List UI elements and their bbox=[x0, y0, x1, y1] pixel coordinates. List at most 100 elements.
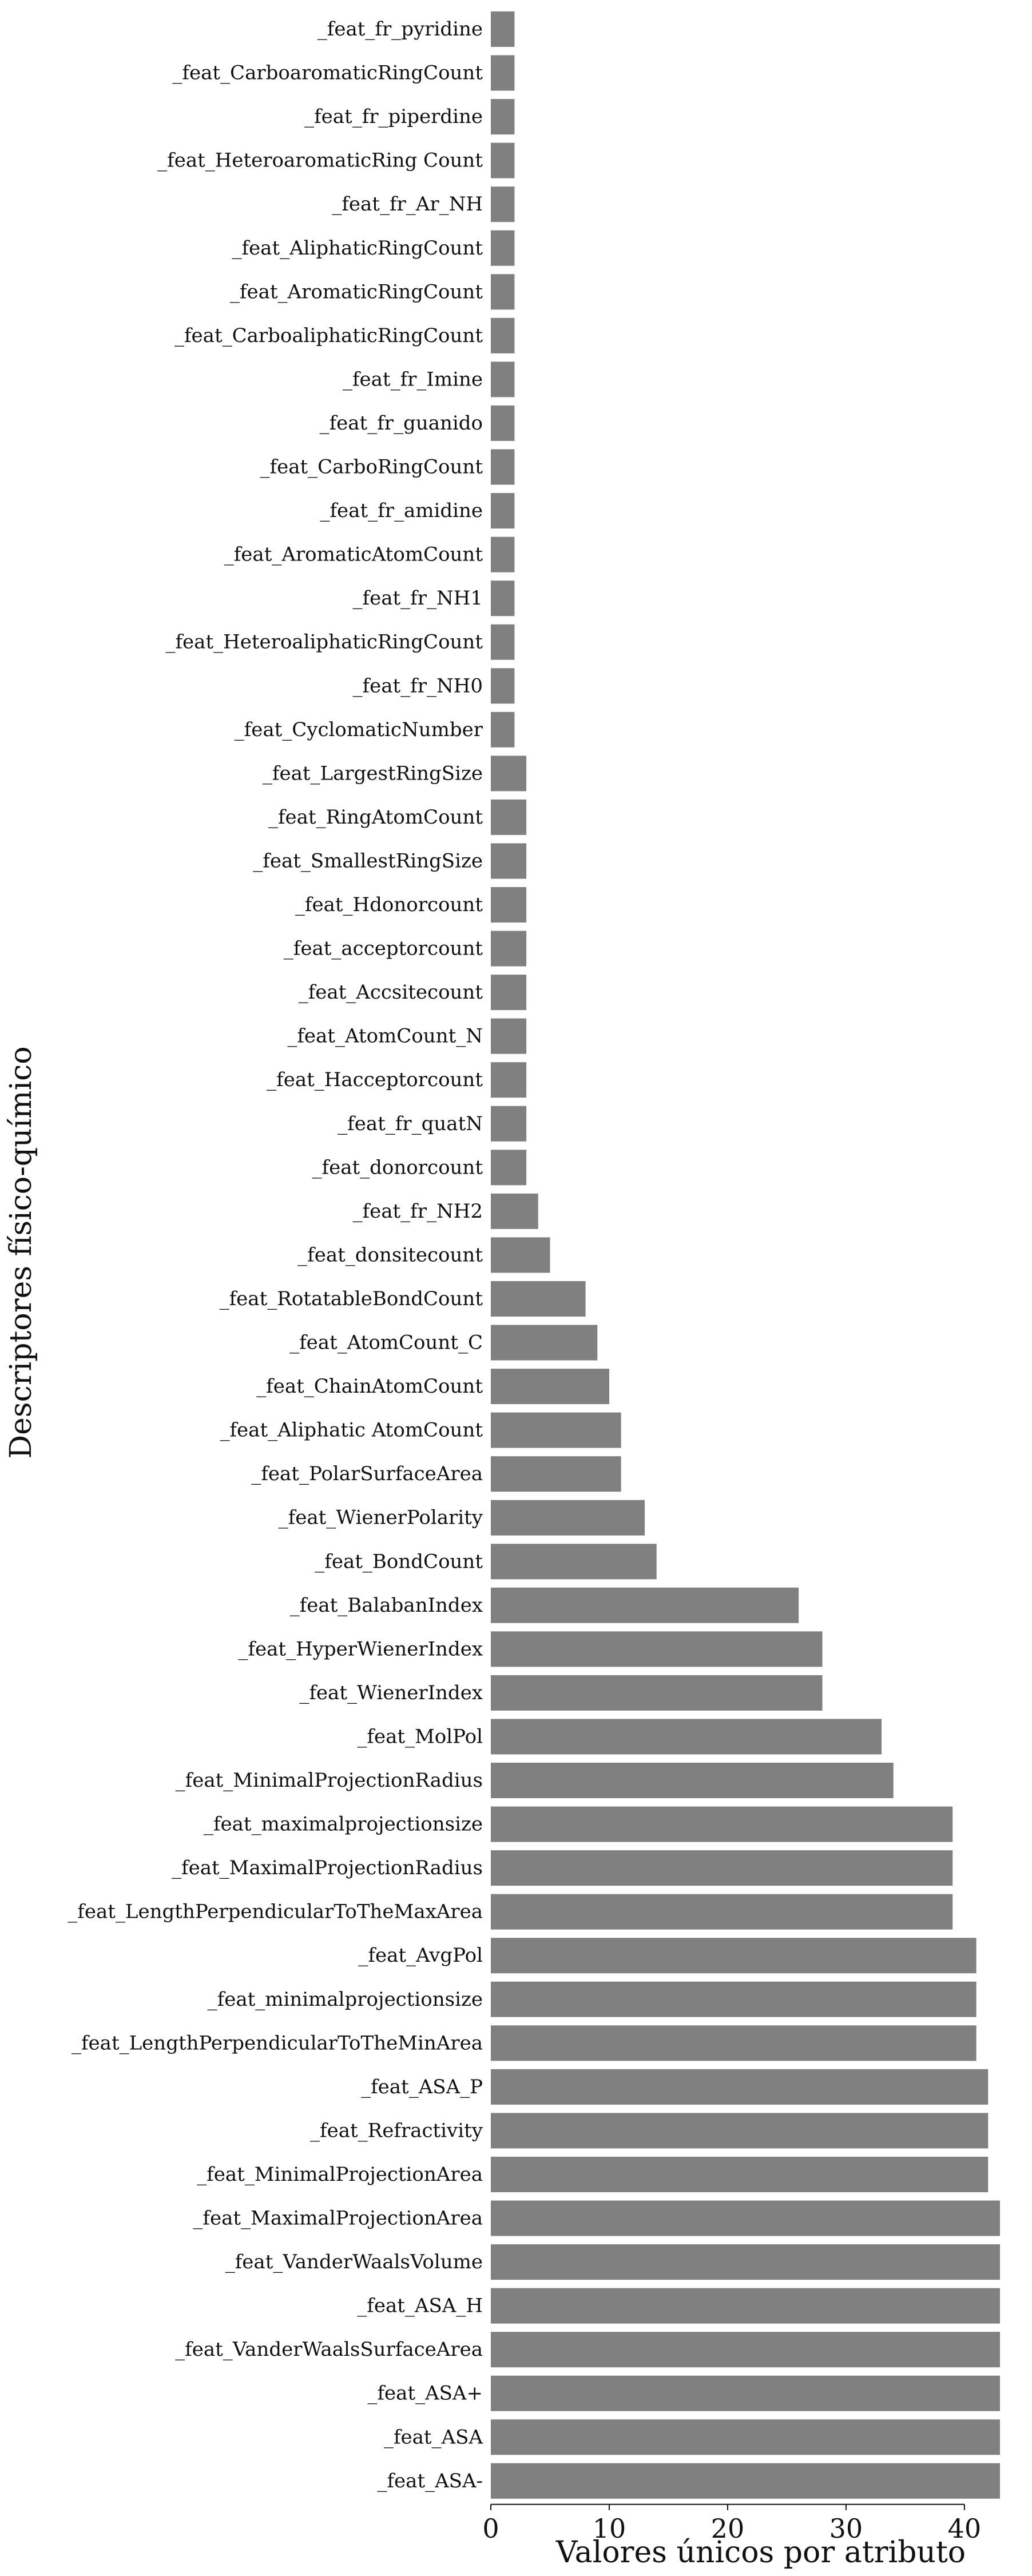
bar bbox=[491, 1981, 977, 2017]
bar bbox=[491, 2069, 989, 2105]
category-label: _feat_MaximalProjectionRadius bbox=[172, 1857, 483, 1879]
category-label: _feat_CarboaromaticRingCount bbox=[172, 62, 483, 85]
bar bbox=[491, 2156, 989, 2192]
category-label: _feat_ASA_P bbox=[361, 2076, 483, 2098]
category-label: _feat_fr_piperdine bbox=[304, 105, 483, 128]
bar bbox=[491, 1325, 598, 1361]
bar bbox=[491, 1631, 823, 1667]
bar bbox=[491, 2419, 1000, 2455]
category-label: _feat_HeteroaliphaticRingCount bbox=[165, 631, 483, 654]
category-label: _feat_MolPol bbox=[357, 1725, 483, 1748]
category-label: _feat_AliphaticRingCount bbox=[232, 237, 483, 260]
bar bbox=[491, 317, 515, 353]
category-label: _feat_ChainAtomCount bbox=[256, 1375, 483, 1398]
bar bbox=[491, 2244, 1000, 2280]
category-label: _feat_Hacceptorcount bbox=[267, 1068, 483, 1091]
bar bbox=[491, 230, 515, 266]
bar bbox=[491, 1500, 645, 1536]
bar bbox=[491, 1412, 621, 1448]
category-label: _feat_AtomCount_N bbox=[287, 1025, 483, 1048]
x-ticks-group: 0 10 20 30 40 bbox=[482, 2504, 982, 2544]
category-label: _feat_BondCount bbox=[315, 1550, 483, 1573]
category-label: _feat_donorcount bbox=[312, 1156, 483, 1179]
category-label: _feat_Hdonorcount bbox=[295, 893, 483, 916]
bar bbox=[491, 711, 515, 748]
category-label: _feat_fr_NH1 bbox=[352, 587, 483, 610]
category-label: _feat_donsitecount bbox=[297, 1243, 483, 1266]
bar bbox=[491, 2463, 1000, 2499]
bar bbox=[491, 186, 515, 222]
category-label: _feat_ASA_H bbox=[357, 2295, 483, 2317]
bar bbox=[491, 1806, 953, 1842]
bar bbox=[491, 1281, 586, 1317]
bar bbox=[491, 2332, 1000, 2368]
category-label: _feat_RingAtomCount bbox=[268, 806, 483, 829]
bars-group bbox=[491, 11, 1000, 2499]
bar bbox=[491, 1106, 527, 1142]
category-label: _feat_AtomCount_C bbox=[289, 1331, 483, 1354]
category-label: _feat_MaximalProjectionArea bbox=[193, 2207, 483, 2230]
bar bbox=[491, 405, 515, 441]
category-label: _feat_AromaticRingCount bbox=[230, 280, 483, 303]
bar bbox=[491, 668, 515, 704]
bar bbox=[491, 756, 527, 792]
bar bbox=[491, 624, 515, 660]
category-label: _feat_fr_Ar_NH bbox=[332, 193, 483, 216]
category-label: _feat_PolarSurfaceArea bbox=[251, 1462, 483, 1485]
category-label: _feat_AromaticAtomCount bbox=[224, 543, 483, 566]
bar bbox=[491, 1544, 657, 1580]
category-label: _feat_AvgPol bbox=[358, 1944, 483, 1967]
x-axis-title: Valores únicos por atributo bbox=[555, 2535, 966, 2570]
bar bbox=[491, 1894, 953, 1930]
category-labels-group: _feat_fr_pyridine _feat_CarboaromaticRing… bbox=[68, 18, 483, 2492]
bar bbox=[491, 2288, 1000, 2324]
bar bbox=[491, 536, 515, 573]
bar bbox=[491, 1018, 527, 1054]
bar bbox=[491, 11, 515, 47]
category-label: _feat_BalabanIndex bbox=[290, 1594, 483, 1617]
category-label: _feat_CarboRingCount bbox=[260, 456, 483, 479]
bar bbox=[491, 1369, 609, 1405]
bar bbox=[491, 2113, 989, 2149]
bar bbox=[491, 2375, 1000, 2411]
bar bbox=[491, 1938, 977, 1974]
x-tick-label: 10 bbox=[593, 2513, 626, 2544]
category-label: _feat_fr_NH2 bbox=[352, 1200, 483, 1223]
bar bbox=[491, 449, 515, 485]
x-tick-label: 40 bbox=[948, 2513, 982, 2544]
category-label: _feat_fr_Imine bbox=[343, 368, 483, 391]
bar bbox=[491, 1850, 953, 1886]
y-axis-title: Descriptores físico-químico bbox=[4, 1046, 38, 1458]
bar bbox=[491, 1237, 550, 1273]
category-label: _feat_fr_pyridine bbox=[317, 18, 483, 41]
category-label: _feat_Refractivity bbox=[310, 2119, 483, 2142]
bar bbox=[491, 2025, 977, 2061]
category-label: _feat_MinimalProjectionRadius bbox=[176, 1769, 483, 1792]
bar bbox=[491, 887, 527, 923]
x-tick-label: 20 bbox=[711, 2513, 745, 2544]
category-label: _feat_RotatableBondCount bbox=[220, 1287, 483, 1310]
x-tick-label: 30 bbox=[829, 2513, 863, 2544]
bar bbox=[491, 1675, 823, 1711]
category-label: _feat_acceptorcount bbox=[284, 937, 483, 960]
category-label: _feat_Aliphatic AtomCount bbox=[220, 1419, 483, 1442]
bar bbox=[491, 1719, 882, 1755]
bar bbox=[491, 1062, 527, 1098]
category-label: _feat_ASA- bbox=[377, 2470, 483, 2492]
category-label: _feat_maximalprojectionsize bbox=[204, 1813, 483, 1836]
category-label: _feat_LengthPerpendicularToTheMinArea bbox=[72, 2032, 483, 2054]
bar bbox=[491, 274, 515, 310]
category-label: _feat_WienerPolarity bbox=[279, 1506, 483, 1529]
category-label: _feat_VanderWaalsSurfaceArea bbox=[175, 2338, 483, 2361]
bar bbox=[491, 1587, 799, 1623]
bar bbox=[491, 799, 527, 835]
category-label: _feat_fr_guanido bbox=[320, 412, 483, 435]
category-label: _feat_SmallestRingSize bbox=[253, 849, 483, 872]
bar bbox=[491, 99, 515, 135]
bar bbox=[491, 55, 515, 91]
bar bbox=[491, 2200, 1000, 2236]
bar bbox=[491, 975, 527, 1011]
category-label: _feat_HeteroaromaticRing Count bbox=[157, 149, 483, 172]
category-label: _feat_fr_amidine bbox=[320, 499, 483, 522]
